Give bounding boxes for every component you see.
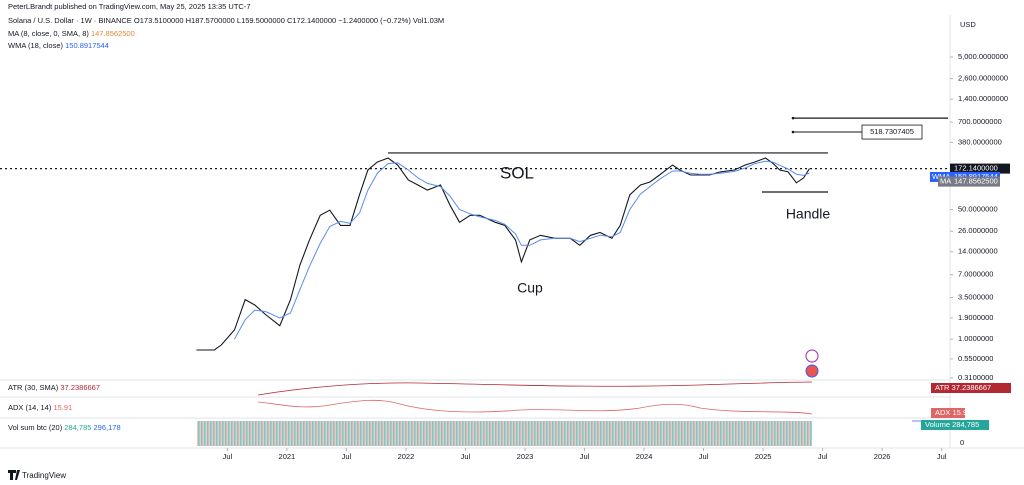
symbol-line: Solana / U.S. Dollar · 1W · BINANCE O173… [8, 16, 444, 25]
atr-line [257, 381, 813, 396]
wma-legend: WMA (18, close) 150.8917544 [8, 41, 109, 50]
y-tick-label: 14.0000000 [958, 247, 998, 256]
level-dot [791, 116, 795, 120]
y-tick-label: 1,400.0000000 [958, 94, 1008, 103]
wma-tag-value: 150.8917544 [954, 172, 998, 181]
logo [8, 470, 20, 480]
adx-tag-name: ADX [935, 408, 950, 417]
ma-name: MA (8, close, 0, SMA, 8) [8, 29, 89, 38]
x-tick-label: Jul [580, 452, 590, 461]
wma-tag-name: WMA [932, 172, 950, 181]
adx-name: ADX (14, 14) [8, 403, 52, 412]
ma-tag-bg [938, 176, 1000, 187]
chart-title: SOL [500, 163, 534, 182]
x-tick-label: Jul [818, 452, 828, 461]
y-tick-label: 1.0000000 [958, 334, 993, 343]
vol-tag: Volume 284,785 [925, 420, 979, 429]
adx-line [257, 399, 813, 415]
x-tick-label: Jul [342, 452, 352, 461]
target-dot [791, 130, 795, 134]
atr-tag-bg [931, 383, 1011, 393]
x-tick-label: 2024 [636, 452, 653, 461]
atr-legend: ATR (30, SMA) 37.2386667 [8, 383, 100, 392]
x-tick-label: Jul [223, 452, 233, 461]
annotation: Cup [517, 280, 543, 296]
vol-value: 284,785 [64, 423, 91, 432]
currency: USD [960, 20, 976, 29]
ohlc: O173.5100000 H187.5700000 L159.5000000 C… [134, 16, 444, 25]
adx-value: 15.91 [53, 403, 72, 412]
vol-legend: Vol sum btc (20) 284,785 296,178 [8, 423, 121, 432]
atr-value: 37.2386667 [60, 383, 100, 392]
x-tick-label: 2022 [398, 452, 415, 461]
y-tick-label: 700.0000000 [958, 117, 1002, 126]
target-label: 518.7307405 [870, 127, 914, 136]
y-tick-label: 380.0000000 [958, 137, 1002, 146]
x-tick-label: 2023 [517, 452, 534, 461]
y-tick-label: 0.5500000 [958, 354, 993, 363]
event-icon[interactable] [805, 349, 819, 363]
adx-legend: ADX (14, 14) 15.91 [8, 403, 72, 412]
x-tick-label: 2021 [279, 452, 296, 461]
vol-tag-name: Volume [925, 420, 950, 429]
adx-tag-value: 15.91 [953, 408, 972, 417]
ma-tag-value: 147.8562500 [954, 177, 998, 186]
y-tick-label: 1.9000000 [958, 313, 993, 322]
x-tick-label: 2026 [874, 452, 891, 461]
y-tick-label: 2,600.0000000 [958, 74, 1008, 83]
event-icon[interactable] [805, 364, 819, 378]
x-tick-label: Jul [937, 452, 947, 461]
volume-bars [197, 421, 812, 446]
series-line [234, 160, 810, 340]
target-box [861, 124, 923, 140]
vol-tag-value: 284,785 [952, 420, 979, 429]
ma-legend: MA (8, close, 0, SMA, 8) 147.8562500 [8, 29, 135, 38]
series-line [196, 157, 810, 351]
x-tick-label: Jul [699, 452, 709, 461]
adx-tag-bg [931, 408, 965, 418]
atr-tag-name: ATR [935, 383, 950, 392]
y-tick-label: 3.5000000 [958, 293, 993, 302]
wma-value: 150.8917544 [65, 41, 109, 50]
vol-axis-label: 0 [960, 438, 964, 447]
adx-tag: ADX 15.91 [935, 408, 971, 417]
vol-tag-bg [921, 420, 989, 430]
y-tick-label: 7.0000000 [958, 270, 993, 279]
symbol: Solana / U.S. Dollar [8, 16, 74, 25]
ma-value: 147.8562500 [91, 29, 135, 38]
vol-name: Vol sum btc (20) [8, 423, 63, 432]
y-tick-label: 5,000.0000000 [958, 52, 1008, 61]
publisher: PeterLBrandt published on TradingView.co… [8, 2, 251, 11]
atr-tag-value: 37.2386667 [952, 383, 992, 392]
atr-name: ATR (30, SMA) [8, 383, 59, 392]
annotation: Handle [786, 206, 831, 222]
x-tick-label: 2025 [755, 452, 772, 461]
price-tag: 172.1400000 [954, 164, 998, 173]
ma-tag-name: MA [940, 177, 951, 186]
footer: TradingView [22, 471, 66, 480]
y-tick-label: 0.3100000 [958, 373, 993, 382]
vol-value2: 296,178 [94, 423, 121, 432]
atr-tag: ATR 37.2386667 [935, 383, 991, 392]
x-tick-label: Jul [461, 452, 471, 461]
y-tick-label: 50.0000000 [958, 205, 998, 214]
wma-name: WMA (18, close) [8, 41, 64, 50]
symbol-info: · 1W · BINANCE [76, 16, 132, 25]
price-tag-bg [950, 163, 1010, 174]
y-tick-label: 26.0000000 [958, 226, 998, 235]
